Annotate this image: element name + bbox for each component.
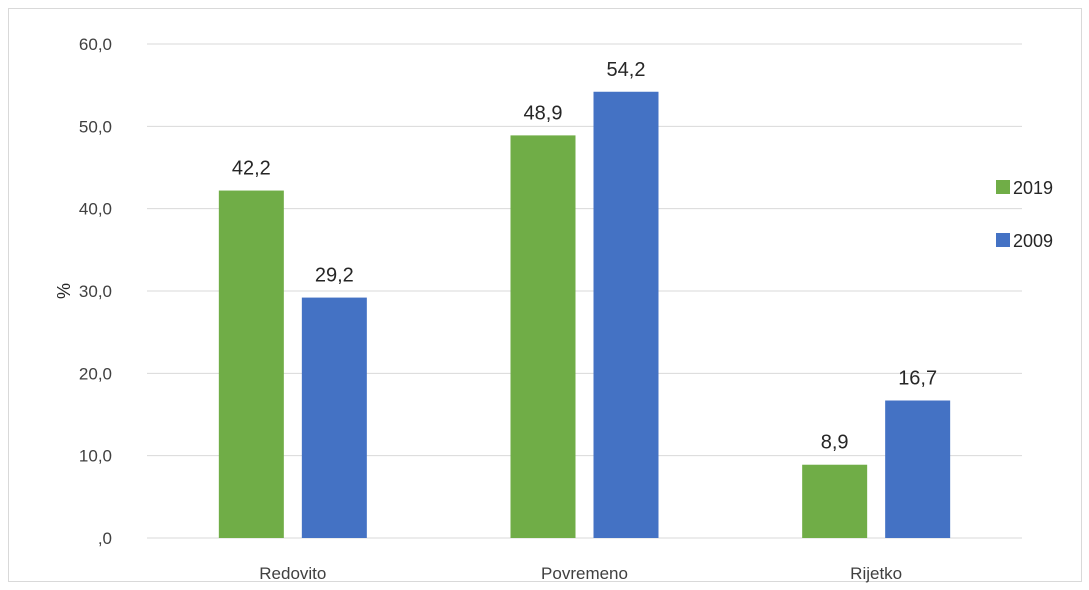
y-tick-label: 40,0 xyxy=(79,200,112,219)
bar xyxy=(218,190,284,538)
data-label: 54,2 xyxy=(607,59,646,81)
gridlines xyxy=(147,43,1022,539)
y-tick-label: 10,0 xyxy=(79,447,112,466)
legend-label: 2019 xyxy=(1013,178,1053,198)
y-tick-label: 20,0 xyxy=(79,364,112,383)
y-axis-ticks: ,0 10,0 20,0 30,0 40,0 50,0 60,0 xyxy=(79,35,112,548)
y-tick-label: 30,0 xyxy=(79,282,112,301)
legend-swatch xyxy=(996,180,1010,194)
y-axis-title: % xyxy=(54,283,74,299)
bar xyxy=(593,91,659,539)
x-tick-label: Povremeno xyxy=(541,564,628,583)
legend: 2019 2009 xyxy=(996,178,1053,251)
legend-label: 2009 xyxy=(1013,231,1053,251)
legend-swatch xyxy=(996,233,1010,247)
x-axis-categories: Redovito Povremeno Rijetko xyxy=(259,564,902,583)
bar xyxy=(885,400,951,538)
bar xyxy=(301,297,367,538)
data-labels: 42,2 29,2 48,9 54,2 8,9 16,7 xyxy=(232,59,937,454)
bars xyxy=(218,91,951,539)
y-tick-label: 60,0 xyxy=(79,35,112,54)
data-label: 8,9 xyxy=(821,432,849,454)
bar xyxy=(802,464,868,538)
data-label: 48,9 xyxy=(524,102,563,124)
bar xyxy=(510,135,576,538)
data-label: 29,2 xyxy=(315,265,354,287)
data-label: 16,7 xyxy=(898,368,937,390)
x-tick-label: Rijetko xyxy=(850,564,902,583)
data-label: 42,2 xyxy=(232,158,271,180)
x-tick-label: Redovito xyxy=(259,564,326,583)
y-tick-label: 50,0 xyxy=(79,117,112,136)
y-tick-label: ,0 xyxy=(98,529,112,548)
